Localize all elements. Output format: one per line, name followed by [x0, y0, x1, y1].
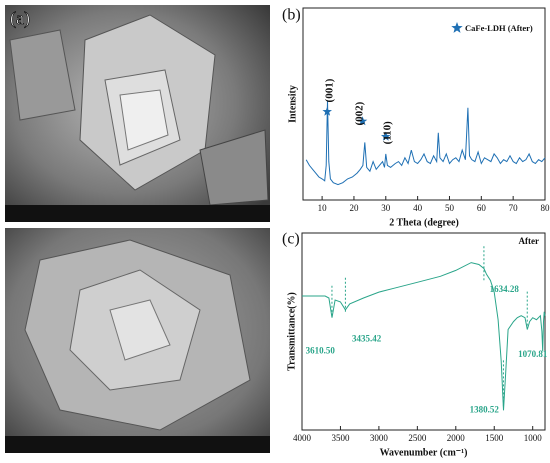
- x-tick-label: 30: [381, 203, 391, 213]
- x-axis-label: 2 Theta (degree): [389, 217, 459, 228]
- sem-image-top: [5, 5, 270, 222]
- x-tick-label: 4000: [293, 433, 312, 443]
- x-tick-label: 2500: [408, 433, 427, 443]
- peak-label: 1380.52: [470, 404, 500, 414]
- x-tick-label: 1000: [524, 433, 543, 443]
- x-tick-label: 20: [349, 203, 359, 213]
- sem-image-bottom: [5, 228, 270, 453]
- legend-label: CaFe-LDH (After): [465, 23, 533, 33]
- peak-label: (001): [324, 78, 336, 102]
- plot-frame: [302, 7, 546, 201]
- x-tick-label: 60: [477, 203, 487, 213]
- y-axis-label: Intensity: [287, 85, 298, 123]
- star-marker: [322, 106, 332, 116]
- x-tick-label: 80: [541, 203, 550, 213]
- x-tick-label: 1500: [485, 433, 504, 443]
- x-tick-label: 70: [509, 203, 519, 213]
- data-line: [302, 262, 546, 411]
- x-tick-label: 2000: [447, 433, 466, 443]
- data-line: [305, 100, 546, 186]
- plot-frame: [301, 232, 546, 431]
- peak-label: 3435.42: [352, 333, 382, 343]
- peak-label: (110): [382, 121, 394, 145]
- x-tick-label: 50: [445, 203, 455, 213]
- x-tick-label: 3500: [331, 433, 350, 443]
- star-marker: [451, 22, 463, 33]
- star-marker: [381, 131, 391, 141]
- peak-label: (002): [354, 101, 366, 125]
- x-tick-label: 3000: [370, 433, 389, 443]
- x-axis-label: Wavenumber (cm⁻¹): [380, 447, 468, 458]
- panel-label: (a): [10, 8, 30, 29]
- y-axis-label: Transmittance(%): [286, 292, 297, 371]
- panel-label: (b): [282, 7, 301, 24]
- panel-label: (c): [282, 231, 300, 248]
- star-marker: [357, 116, 368, 126]
- peak-label: 1634.28: [490, 284, 520, 294]
- peak-label: 3610.50: [306, 345, 336, 355]
- note: After: [519, 236, 539, 246]
- x-tick-label: 40: [413, 203, 423, 213]
- peak-label: 1070.81: [518, 349, 548, 359]
- x-tick-label: 10: [318, 203, 328, 213]
